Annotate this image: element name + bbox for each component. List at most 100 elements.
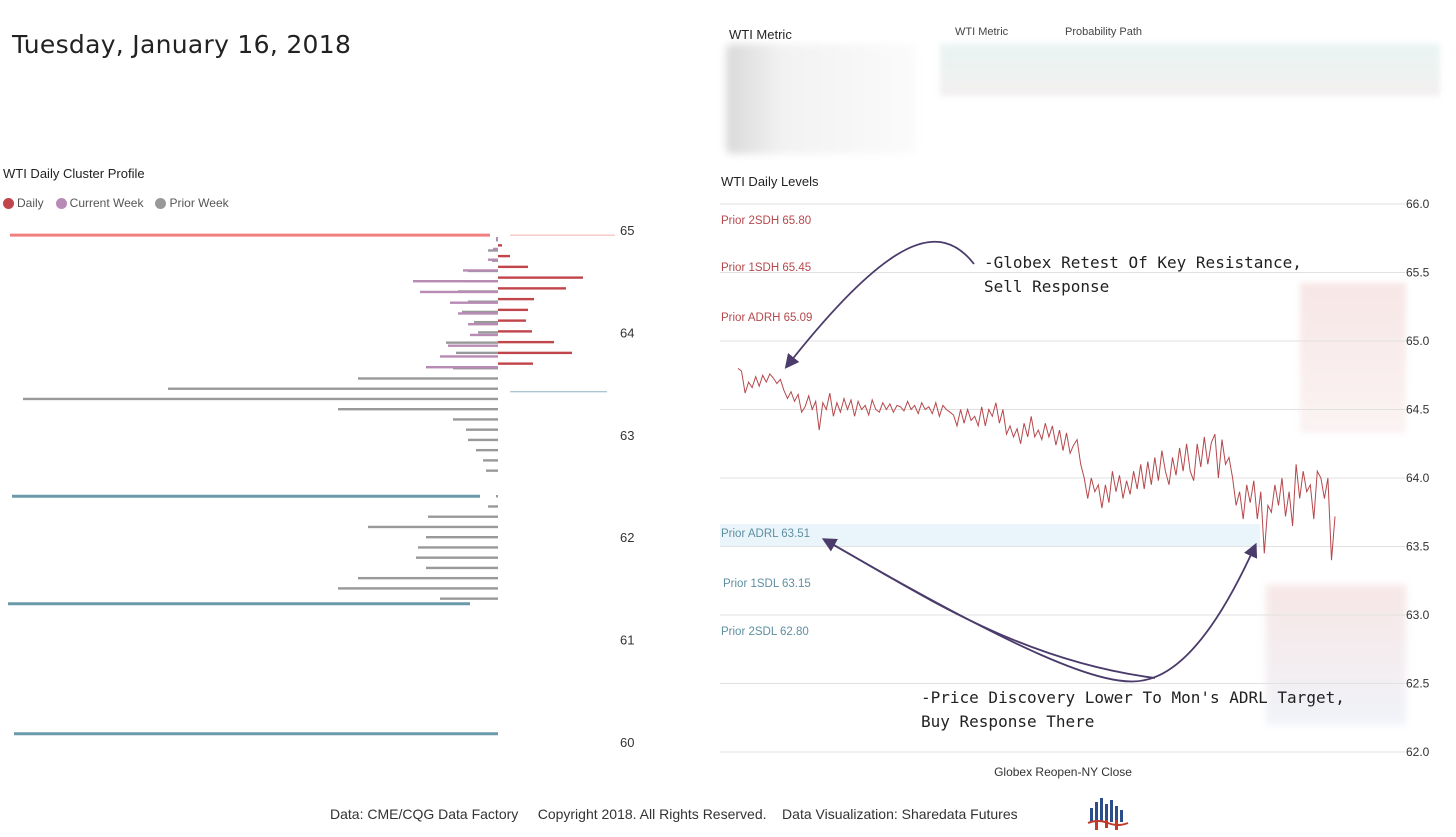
profile-bar-current-week xyxy=(448,344,498,347)
profile-bar-current-week xyxy=(420,290,498,294)
probability-path-header: Probability Path xyxy=(1065,26,1143,38)
levels-tick-label: 62.5 xyxy=(1406,677,1430,691)
profile-bar-prior-week xyxy=(486,469,498,472)
annotation-adrl-line2: Buy Response There xyxy=(921,712,1095,731)
profile-bar-prior-week xyxy=(338,408,498,411)
profile-bar-prior-week xyxy=(478,331,498,334)
levels-tick-label: 62.0 xyxy=(1406,745,1430,759)
levels-chart: 62.0 62.5 63.0 63.5 64.0 64.5 65.0 65.5 66.0 Prio… xyxy=(720,197,1430,779)
price-line xyxy=(737,368,1336,561)
profile-bar-daily xyxy=(498,340,554,344)
profile-bar-prior-week xyxy=(474,320,498,324)
levels-chart-title: WTI Daily Levels xyxy=(721,174,819,189)
legend-label-current-week: Current Week xyxy=(69,196,144,210)
profile-bar-daily xyxy=(498,330,532,333)
legend-dot-prior-week xyxy=(155,197,167,209)
annotation-resistance-line2: Sell Response xyxy=(984,277,1110,296)
cluster-profile-chart: 60 61 62 63 64 65 xyxy=(8,223,634,750)
annotation-resistance: -Globex Retest Of Key Resistance, Sell R… xyxy=(984,251,1302,299)
annotation-arrow-adrl-left xyxy=(821,538,1156,679)
profile-bar-current-week xyxy=(493,247,498,251)
profile-tick-label: 60 xyxy=(620,735,634,750)
blurred-overlay-upper xyxy=(1300,283,1406,433)
profile-bar-prior-week xyxy=(488,249,498,252)
sharedata-logo-icon xyxy=(1087,798,1129,830)
legend-label-daily: Daily xyxy=(17,196,44,210)
profile-bar-daily xyxy=(498,362,533,365)
profile-bar-prior-week xyxy=(456,351,498,355)
legend-dot-current-week xyxy=(55,197,67,209)
profile-bar-daily xyxy=(498,254,510,258)
profile-bar-daily xyxy=(498,351,572,355)
blurred-overlay-lower xyxy=(1266,585,1406,725)
profile-bar-daily xyxy=(498,319,526,322)
level-label: Prior 2SDL 62.80 xyxy=(721,626,809,638)
profile-bar-daily xyxy=(498,297,534,301)
legend-label-prior-week: Prior Week xyxy=(169,196,229,210)
legend-item-daily[interactable]: Daily xyxy=(3,196,44,210)
profile-bar-prior-week xyxy=(496,239,498,242)
level-label: Prior ADRH 65.09 xyxy=(721,312,812,324)
profile-bar-prior-week xyxy=(446,341,498,344)
profile-bar-prior-week xyxy=(453,418,498,421)
profile-bar-prior-week xyxy=(426,566,498,570)
profile-bar-prior-week xyxy=(368,525,498,529)
levels-tick-label: 65.5 xyxy=(1406,266,1430,280)
profile-bar-prior-week xyxy=(496,495,498,498)
profile-bar-prior-week xyxy=(168,387,498,390)
levels-x-label: Globex Reopen-NY Close xyxy=(994,765,1132,779)
level-label: Prior 1SDL 63.15 xyxy=(723,578,811,590)
level-label: Prior 2SDH 65.80 xyxy=(721,215,811,227)
profile-tick-label: 64 xyxy=(620,325,634,340)
level-label: Prior ADRL 63.51 xyxy=(721,528,810,540)
profile-bar-current-week xyxy=(470,333,498,337)
profile-bar-current-week xyxy=(426,366,498,369)
annotation-adrl-line1: -Price Discovery Lower To Mon's ADRL Tar… xyxy=(921,688,1345,707)
levels-tick-label: 63.5 xyxy=(1406,540,1430,554)
footer-credits: Data: CME/CQG Data Factory Copyright 201… xyxy=(330,806,1018,822)
profile-bar-prior-week xyxy=(462,310,498,314)
levels-tick-label: 63.0 xyxy=(1406,608,1430,622)
profile-bar-prior-week xyxy=(488,505,498,508)
profile-bar-prior-week xyxy=(418,546,498,549)
profile-bar-prior-week xyxy=(358,377,498,380)
profile-bar-prior-week xyxy=(466,428,498,431)
profile-tick-label: 61 xyxy=(620,633,634,648)
profile-tick-label: 65 xyxy=(620,223,634,238)
annotation-arrow-adrl xyxy=(824,539,1258,683)
legend-item-prior-week[interactable]: Prior Week xyxy=(155,196,229,210)
profile-bar-prior-week xyxy=(358,576,498,580)
profile-bar-prior-week xyxy=(483,459,498,462)
levels-tick-label: 64.0 xyxy=(1406,471,1430,485)
profile-bar-current-week xyxy=(413,280,498,283)
profile-bar-daily xyxy=(498,244,502,247)
profile-bar-prior-week xyxy=(416,556,498,559)
cluster-legend: Daily Current Week Prior Week xyxy=(3,196,229,210)
profile-tick-label: 62 xyxy=(620,530,634,545)
profile-bar-current-week xyxy=(496,236,498,240)
level-label: Prior 1SDH 65.45 xyxy=(721,262,811,274)
metric-blurred-image xyxy=(726,44,916,154)
profile-bar-prior-week xyxy=(476,448,498,452)
profile-bar-prior-week xyxy=(426,536,498,539)
adrl-band xyxy=(720,524,1260,546)
cluster-profile-title: WTI Daily Cluster Profile xyxy=(3,166,145,181)
profile-bar-daily xyxy=(498,276,583,279)
metric-column-header: WTI Metric xyxy=(955,26,1009,38)
legend-dot-daily xyxy=(3,197,14,209)
levels-tick-label: 65.0 xyxy=(1406,334,1430,348)
levels-tick-label: 64.5 xyxy=(1406,403,1430,417)
profile-bar-current-week xyxy=(458,312,498,315)
profile-bar-daily xyxy=(498,265,528,269)
profile-bar-current-week xyxy=(468,323,498,326)
profile-tick-label: 63 xyxy=(620,428,634,443)
profile-bar-prior-week xyxy=(23,397,498,401)
probability-path-blurred xyxy=(940,44,1440,96)
profile-bar-daily xyxy=(498,287,566,290)
metric-title: WTI Metric xyxy=(729,27,792,42)
profile-bar-prior-week xyxy=(428,515,498,518)
annotation-adrl: -Price Discovery Lower To Mon's ADRL Tar… xyxy=(921,686,1345,734)
profile-bar-prior-week xyxy=(468,438,498,442)
legend-item-current-week[interactable]: Current Week xyxy=(55,196,144,210)
profile-bar-current-week xyxy=(488,258,498,261)
